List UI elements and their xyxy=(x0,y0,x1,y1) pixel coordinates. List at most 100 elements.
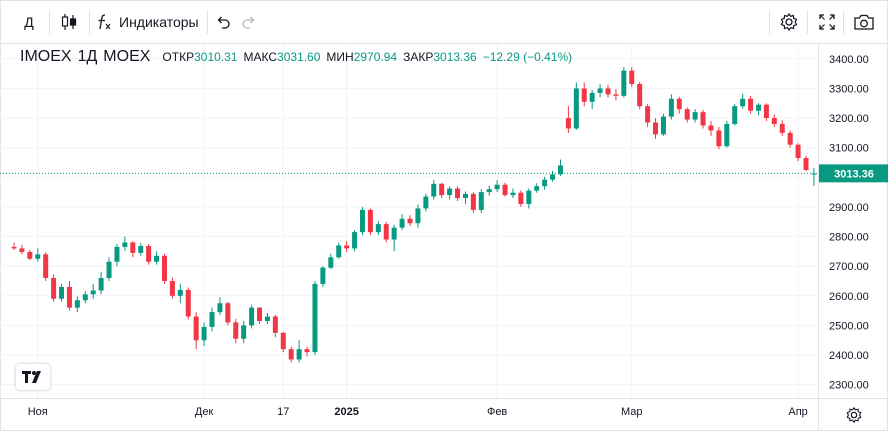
candle-body xyxy=(724,123,730,147)
candle xyxy=(621,67,627,98)
candle xyxy=(201,322,207,347)
candle-body xyxy=(732,106,738,124)
candle xyxy=(557,159,563,176)
candle xyxy=(779,120,785,136)
candle-body xyxy=(676,98,682,110)
candle-body xyxy=(154,255,160,262)
price-tick-label: 3300.00 xyxy=(829,83,869,95)
gear-icon xyxy=(846,406,861,423)
candle xyxy=(755,103,761,116)
candle-body xyxy=(264,316,270,321)
candle-body xyxy=(130,242,136,253)
candle xyxy=(763,103,769,122)
candle xyxy=(589,89,595,110)
candle xyxy=(565,106,571,133)
function-icon xyxy=(98,14,111,30)
candle-body xyxy=(114,246,120,262)
candle xyxy=(526,188,532,209)
candle-body xyxy=(399,218,405,228)
candle xyxy=(470,192,476,213)
candle xyxy=(447,186,453,200)
candle-body xyxy=(344,245,350,249)
candle xyxy=(605,84,611,98)
last-price-box xyxy=(819,164,888,183)
candle xyxy=(660,113,666,136)
low-label: МИН xyxy=(326,50,354,64)
candle-body xyxy=(98,278,104,291)
chart-type-button[interactable] xyxy=(55,1,83,43)
candle xyxy=(74,296,80,313)
candle-body xyxy=(383,224,389,240)
close-value: 3013.36 xyxy=(433,50,477,64)
candle-body xyxy=(795,144,801,159)
candle-body xyxy=(257,307,263,321)
change-value: −12.29 (−0.41%) xyxy=(482,50,573,64)
redo-button[interactable] xyxy=(237,1,261,43)
candle xyxy=(431,179,437,200)
candle-body xyxy=(494,184,500,190)
interval-button[interactable]: Д xyxy=(15,1,43,43)
high-value: 3031.60 xyxy=(277,50,321,64)
candle xyxy=(629,67,635,87)
candles-icon xyxy=(61,14,77,30)
candle-body xyxy=(565,118,571,129)
candle xyxy=(383,221,389,243)
price-tick-label: 2600.00 xyxy=(829,291,869,303)
candle-body xyxy=(550,174,556,180)
candle xyxy=(494,180,500,193)
candle xyxy=(803,155,809,172)
candle-body xyxy=(82,294,88,301)
toolbar-divider xyxy=(843,10,844,34)
candle-body xyxy=(542,179,548,187)
candle-body xyxy=(280,332,286,350)
candle xyxy=(700,109,706,129)
candle-body xyxy=(597,88,603,93)
candle-body xyxy=(692,112,698,120)
candle xyxy=(43,251,49,281)
candle-body xyxy=(201,326,207,341)
price-tick-label: 2400.00 xyxy=(829,350,869,362)
candle xyxy=(177,283,183,304)
candle xyxy=(439,182,445,199)
tradingview-logo-icon xyxy=(22,371,41,383)
candle xyxy=(399,214,405,231)
candle-body xyxy=(415,208,421,224)
open-label: ОТКР xyxy=(162,50,195,64)
settings-button[interactable] xyxy=(775,1,803,43)
toolbar-divider xyxy=(89,10,90,34)
fullscreen-button[interactable] xyxy=(813,1,841,43)
symbol-name[interactable]: IMOEX xyxy=(20,48,72,65)
candle-body xyxy=(557,165,563,175)
candle xyxy=(146,243,152,265)
candle xyxy=(241,320,247,344)
last-price-label: 3013.36 xyxy=(834,168,874,180)
toolbar-divider xyxy=(769,10,770,34)
time-tick-label: Дек xyxy=(195,406,214,418)
candle xyxy=(542,176,548,190)
indicators-button[interactable]: Индикаторы xyxy=(95,1,205,43)
candle-body xyxy=(359,209,365,233)
screenshot-button[interactable] xyxy=(849,1,879,43)
candle xyxy=(367,208,373,236)
candle xyxy=(787,130,793,148)
candle xyxy=(138,243,144,256)
price-chart[interactable] xyxy=(0,44,818,398)
price-axis[interactable]: 2300.00 2400.00 2500.00 2600.00 2700.00 2800.… xyxy=(818,44,888,398)
candle xyxy=(684,107,690,123)
candle-body xyxy=(613,94,619,96)
undo-button[interactable] xyxy=(211,1,235,43)
candle xyxy=(209,307,215,332)
candle-body xyxy=(708,125,714,131)
candle-body xyxy=(423,196,429,209)
time-axis[interactable]: Ноя Дек 17 2025 Фев Мар Апр xyxy=(0,398,818,430)
candle xyxy=(455,186,461,202)
candle xyxy=(90,283,96,299)
tradingview-logo[interactable] xyxy=(16,364,50,390)
last-price-marker: 3013.36 xyxy=(819,164,888,183)
candle xyxy=(692,109,698,123)
candle-body xyxy=(241,325,247,339)
axis-settings-button[interactable] xyxy=(818,398,888,430)
exchange-name: MOEX xyxy=(103,48,151,65)
candle xyxy=(597,83,603,98)
candle xyxy=(795,143,801,162)
